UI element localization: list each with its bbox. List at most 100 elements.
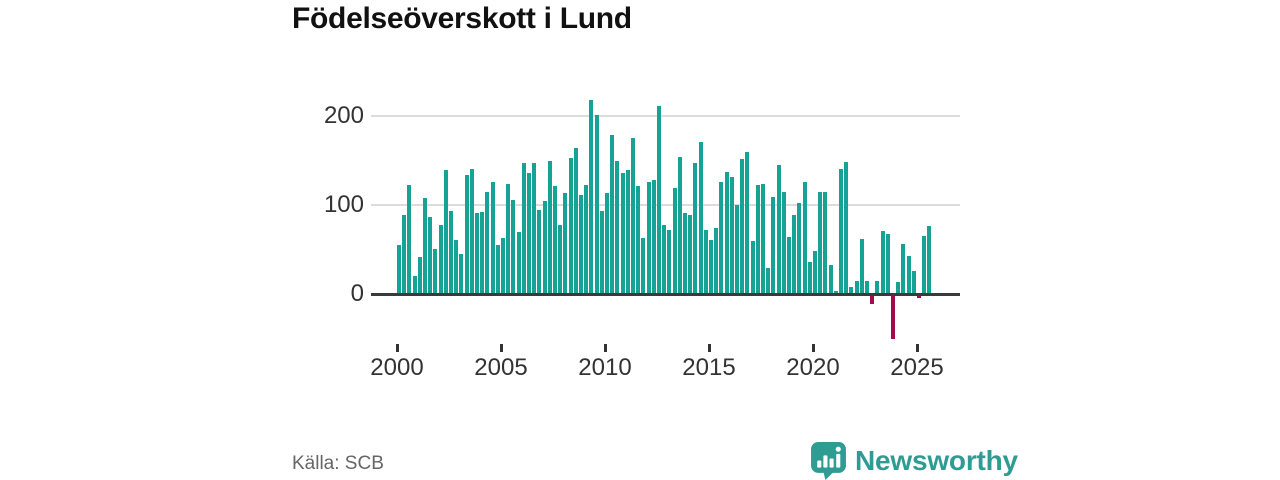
bar-2013-q3	[677, 156, 682, 294]
y-axis-label-100: 100	[323, 191, 364, 218]
bar-2009-q4	[599, 211, 604, 294]
bar-2020-q1	[813, 251, 817, 294]
bar-2012-q4	[662, 224, 667, 294]
x-tick-2015	[707, 344, 711, 352]
bar-2002-q4	[454, 239, 459, 294]
x-tick-2010	[603, 344, 607, 352]
x-axis-label-2015: 2015	[682, 354, 736, 381]
bar-2015-q4	[724, 172, 729, 294]
bar-2005-q3	[511, 199, 516, 294]
bar-2006-q1	[521, 163, 526, 294]
bar-2010-q4	[620, 173, 625, 294]
bar-2021-q3	[844, 162, 849, 294]
bar-2016-q4	[745, 151, 750, 294]
bar-2022-q1	[854, 280, 859, 294]
bar-2012-q2	[651, 180, 656, 294]
bar-2000-q1	[397, 245, 401, 295]
bar-2003-q3	[469, 168, 474, 294]
x-axis-zero-line	[371, 292, 960, 296]
x-axis-label-2000: 2000	[370, 354, 424, 381]
bar-2019-q3	[802, 181, 807, 294]
bar-2018-q1	[771, 197, 776, 294]
bar-2006-q3	[532, 163, 537, 294]
bar-2013-q2	[672, 188, 677, 294]
bar-2000-q4	[412, 276, 417, 294]
bar-2009-q3	[594, 115, 599, 294]
bar-2022-q4	[870, 295, 875, 304]
bar-2022-q3	[865, 280, 869, 294]
x-axis-label-2025: 2025	[890, 354, 944, 381]
x-tick-2025	[915, 344, 919, 352]
x-tick-2005	[499, 344, 503, 352]
bar-2008-q3	[573, 148, 578, 294]
bar-2016-q3	[740, 158, 745, 294]
bar-2003-q2	[464, 174, 469, 294]
bar-2009-q1	[584, 185, 589, 294]
bar-2014-q1	[688, 214, 693, 294]
bar-2007-q3	[553, 186, 557, 294]
bar-2015-q3	[719, 181, 724, 294]
bar-2017-q4	[766, 268, 771, 294]
bar-2013-q4	[683, 213, 687, 294]
source-label: Källa: SCB	[292, 453, 384, 474]
bar-2003-q1	[459, 253, 464, 294]
bar-2005-q1	[501, 237, 505, 294]
chart-title: Födelseöverskott i Lund	[292, 2, 632, 35]
bar-2002-q1	[438, 224, 443, 294]
bar-2000-q2	[402, 214, 407, 294]
bar-2010-q3	[615, 161, 620, 294]
x-tick-2020	[811, 344, 815, 352]
bar-2015-q1	[709, 239, 713, 294]
bar-2006-q4	[537, 210, 542, 294]
bar-2014-q4	[703, 229, 708, 294]
bar-2021-q2	[839, 169, 843, 294]
newsworthy-logo: Newsworthy	[810, 441, 1018, 480]
x-tick-2000	[395, 344, 399, 352]
gridline-100	[371, 204, 960, 206]
bar-2011-q4	[641, 237, 646, 294]
bar-2012-q3	[657, 106, 661, 294]
bar-2024-q1	[896, 282, 901, 294]
bar-2019-q1	[792, 214, 797, 294]
bar-2001-q3	[428, 216, 433, 294]
bar-2001-q4	[433, 248, 438, 294]
bar-2009-q2	[589, 100, 594, 294]
bar-2011-q2	[631, 138, 635, 295]
x-axis-label-2020: 2020	[786, 354, 840, 381]
x-axis-label-2010: 2010	[578, 354, 632, 381]
bar-2018-q2	[776, 164, 781, 294]
bar-2012-q1	[646, 181, 651, 294]
bar-2005-q4	[516, 231, 521, 294]
bar-2025-q1	[917, 295, 921, 299]
bar-2017-q2	[755, 185, 760, 294]
bar-2004-q4	[495, 245, 500, 295]
bar-2018-q4	[787, 237, 791, 294]
bar-2006-q2	[527, 173, 531, 294]
gridline-200	[371, 115, 960, 117]
bar-2021-q4	[849, 286, 854, 294]
bar-2005-q2	[506, 183, 511, 294]
bar-2013-q1	[667, 229, 672, 294]
bar-2008-q1	[563, 193, 568, 294]
bar-2019-q4	[807, 262, 812, 294]
bar-2017-q1	[750, 240, 755, 294]
bar-2002-q2	[443, 170, 448, 294]
bar-2023-q3	[885, 234, 890, 294]
newsworthy-wordmark: Newsworthy	[855, 444, 1018, 476]
bar-2024-q2	[901, 244, 906, 294]
bar-2010-q2	[610, 134, 615, 294]
y-axis-label-0: 0	[350, 280, 364, 307]
bar-2008-q4	[579, 195, 583, 294]
bar-2016-q1	[729, 176, 734, 294]
bar-2024-q3	[906, 255, 911, 294]
bar-2000-q3	[407, 184, 412, 294]
bar-2004-q2	[485, 191, 490, 294]
bar-2025-q3	[927, 225, 932, 294]
bar-2003-q4	[475, 213, 479, 294]
bar-2016-q2	[735, 205, 739, 294]
bar-2020-q2	[818, 191, 823, 294]
